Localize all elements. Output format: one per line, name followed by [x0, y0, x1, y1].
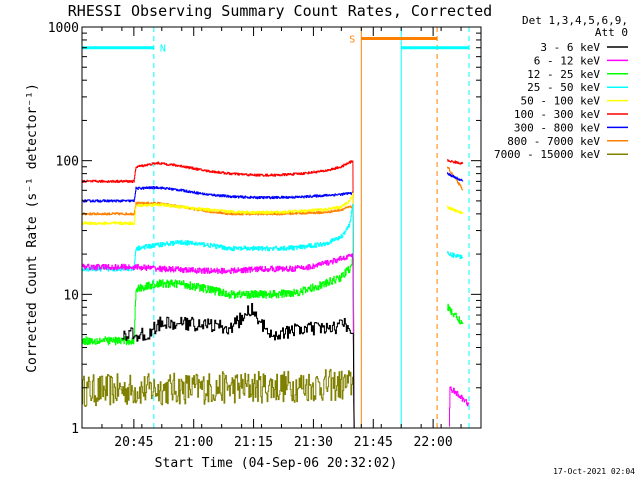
y-tick-label-3: 1000 — [48, 21, 79, 36]
x-tick-label-1: 21:00 — [174, 435, 213, 450]
x-tick-label-5: 22:00 — [414, 435, 453, 450]
axes: 1 10 100 1000 20:45 21:00 21:15 21:30 21:45 22:00 — [48, 21, 482, 450]
series-post-line-3 — [447, 251, 464, 260]
x-tick-label-0: 20:45 — [114, 435, 153, 450]
series-post-line-4 — [447, 205, 464, 215]
legend-label-4: 50 - 100 keV — [521, 95, 601, 108]
legend-label-7: 800 - 7000 keV — [507, 135, 600, 148]
legend-label-5: 100 - 300 keV — [514, 108, 600, 121]
series-post-line-6 — [447, 172, 464, 182]
legend-label-3: 25 - 50 keV — [527, 81, 600, 94]
flag-label-s: S — [349, 35, 355, 46]
x-axis-label: Start Time (04-Sep-06 20:32:02) — [155, 456, 398, 471]
series-line-7 — [81, 201, 355, 429]
legend-label-0: 3 - 6 keV — [540, 41, 600, 54]
series-line-6 — [81, 186, 355, 429]
flag-label-n: N — [160, 44, 166, 55]
y-tick-label-1: 10 — [63, 288, 79, 303]
series-line-1 — [81, 253, 355, 429]
series-line-0 — [121, 303, 355, 429]
x-tick-label-3: 21:30 — [294, 435, 333, 450]
series-line-4 — [81, 192, 355, 429]
series-post-line-5 — [447, 159, 464, 165]
legend-header-0: Det 1,3,4,5,6,9, — [522, 14, 628, 27]
x-tick-label-2: 21:15 — [234, 435, 273, 450]
legend-label-2: 12 - 25 keV — [527, 68, 600, 81]
series-line-3 — [81, 204, 355, 429]
series-line-8 — [82, 368, 355, 429]
legend-header-1: Att 0 — [595, 26, 628, 39]
legend-label-8: 7000 - 15000 keV — [494, 148, 600, 161]
y-tick-label-2: 100 — [56, 155, 79, 170]
series-post-line-1 — [449, 386, 470, 427]
y-axis-label: Corrected Count Rate (s⁻¹ detector⁻¹) — [25, 83, 40, 373]
chart-title: RHESSI Observing Summary Count Rates, Co… — [68, 2, 492, 20]
series-post-line-2 — [447, 303, 464, 325]
legend-label-1: 6 - 12 keV — [534, 54, 601, 67]
y-tick-label-0: 1 — [71, 422, 79, 437]
legend-label-6: 300 - 800 keV — [514, 121, 600, 134]
plot-area: NS — [81, 27, 470, 429]
series-line-5 — [81, 160, 355, 429]
date-stamp: 17-Oct-2021 02:04 — [553, 467, 635, 476]
x-tick-label-4: 21:45 — [354, 435, 393, 450]
